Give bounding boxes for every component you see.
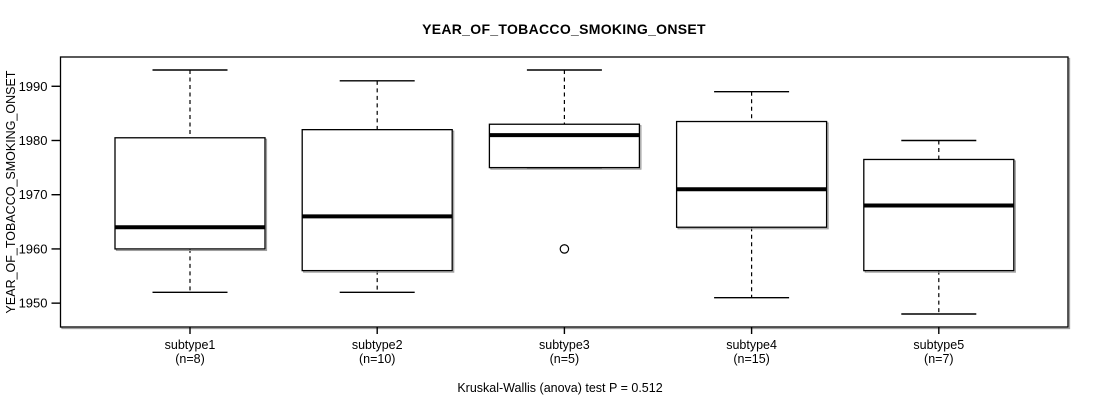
x-tick-label-sample-size: (n=8) — [175, 352, 205, 366]
x-tick-label-sample-size: (n=15) — [733, 352, 769, 366]
y-tick-label: 1950 — [19, 296, 48, 311]
y-tick-label: 1970 — [19, 187, 48, 202]
chart-title: YEAR_OF_TOBACCO_SMOKING_ONSET — [422, 21, 706, 37]
x-tick-label-category: subtype5 — [913, 338, 964, 352]
iqr-box — [863, 158, 1015, 272]
x-tick-label-category: subtype1 — [165, 338, 216, 352]
iqr-box — [301, 129, 453, 272]
x-tick-label-category: subtype3 — [539, 338, 590, 352]
x-tick-label-sample-size: (n=7) — [924, 352, 954, 366]
x-tick-label-category: subtype2 — [352, 338, 403, 352]
stat-test-caption: Kruskal-Wallis (anova) test P = 0.512 — [457, 381, 663, 395]
y-tick-label: 1960 — [19, 241, 48, 256]
y-axis-label: YEAR_OF_TOBACCO_SMOKING_ONSET — [4, 70, 18, 314]
iqr-box — [114, 137, 266, 250]
y-tick-label: 1990 — [19, 79, 48, 94]
iqr-box — [675, 120, 828, 228]
y-tick-label: 1980 — [19, 133, 48, 148]
x-tick-label-sample-size: (n=5) — [550, 352, 580, 366]
x-tick-label-category: subtype4 — [726, 338, 777, 352]
iqr-box — [488, 123, 641, 169]
x-tick-label-sample-size: (n=10) — [359, 352, 395, 366]
outlier-point — [559, 244, 570, 254]
